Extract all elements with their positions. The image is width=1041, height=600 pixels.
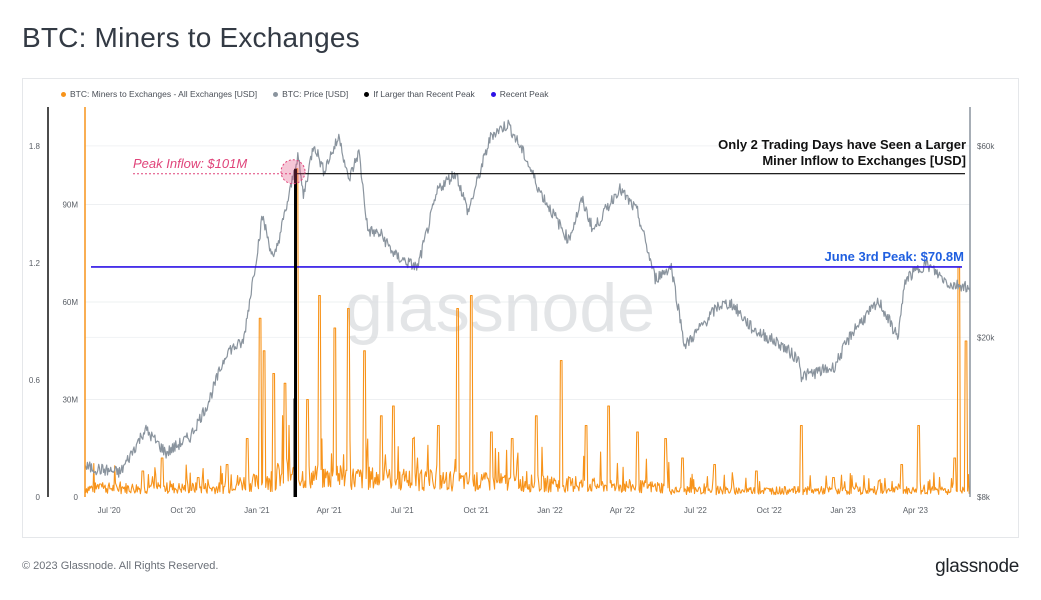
outer-axis-tick-label: 1.8 bbox=[29, 142, 41, 151]
glassnode-logo[interactable]: glassnode bbox=[935, 556, 1019, 577]
price-line bbox=[84, 119, 971, 478]
chart-plot: glassnode 0 0.6 1.2 1.8 0 30M 60M 90M $8k $20k $60… bbox=[29, 107, 995, 515]
legend-label-larger: If Larger than Recent Peak bbox=[373, 89, 475, 99]
x-axis-tick-label: Oct '20 bbox=[170, 506, 196, 515]
x-axis-tick-label: Apr '22 bbox=[610, 506, 636, 515]
x-axis-tick-label: Jan '23 bbox=[830, 506, 856, 515]
legend-item-price[interactable]: BTC: Price [USD] bbox=[273, 89, 348, 99]
copyright-text: © 2023 Glassnode. All Rights Reserved. bbox=[22, 560, 219, 572]
x-axis-tick-label: Jul '21 bbox=[391, 506, 414, 515]
legend-item-larger[interactable]: If Larger than Recent Peak bbox=[364, 89, 475, 99]
legend-dot-recent-peak bbox=[490, 91, 496, 97]
peak-inflow-annotation: Peak Inflow: $101M bbox=[133, 156, 247, 171]
x-axis-tick-label: Jan '21 bbox=[244, 506, 270, 515]
annotations: Peak Inflow: $101M June 3rd Peak: $70.8M… bbox=[133, 137, 966, 264]
peak-markers bbox=[91, 159, 965, 497]
trading-days-annotation-line1: Only 2 Trading Days have Seen a Larger bbox=[718, 137, 966, 152]
legend-dot-price bbox=[273, 91, 279, 97]
chart-frame: BTC: Miners to Exchanges - All Exchanges… bbox=[22, 78, 1019, 538]
x-axis-tick-label: Oct '22 bbox=[757, 506, 783, 515]
watermark: glassnode bbox=[345, 270, 655, 346]
chart-legend: BTC: Miners to Exchanges - All Exchanges… bbox=[61, 89, 548, 99]
legend-dot-larger bbox=[364, 91, 370, 97]
x-axis-tick-label: Apr '23 bbox=[903, 506, 929, 515]
axes: 0 0.6 1.2 1.8 0 30M 60M 90M $8k $20k $60k Jul '20 Oc… bbox=[29, 107, 995, 515]
x-axis-tick-label: Oct '21 bbox=[464, 506, 490, 515]
larger-than-peak-bar bbox=[294, 168, 298, 497]
x-axis-tick-label: Jul '20 bbox=[98, 506, 121, 515]
legend-label-recent-peak: Recent Peak bbox=[499, 89, 549, 99]
x-axis-tick-label: Apr '21 bbox=[317, 506, 343, 515]
outer-axis-tick-label: 0 bbox=[36, 493, 41, 502]
inflow-line bbox=[84, 168, 971, 496]
inflow-series bbox=[84, 168, 971, 496]
june-peak-annotation: June 3rd Peak: $70.8M bbox=[825, 249, 964, 264]
trading-days-annotation-line2: Miner Inflow to Exchanges [USD] bbox=[762, 153, 966, 168]
price-axis-tick-label: $8k bbox=[977, 493, 991, 502]
usd-axis-tick-label: 90M bbox=[62, 201, 78, 210]
outer-axis-tick-label: 0.6 bbox=[29, 376, 41, 385]
x-axis-tick-label: Jan '22 bbox=[537, 506, 563, 515]
legend-item-recent-peak[interactable]: Recent Peak bbox=[490, 89, 549, 99]
legend-label-price: BTC: Price [USD] bbox=[282, 89, 349, 99]
usd-axis-tick-label: 60M bbox=[62, 298, 78, 307]
peak-inflow-marker bbox=[280, 159, 306, 185]
price-axis-tick-label: $60k bbox=[977, 142, 995, 151]
legend-dot-inflow bbox=[61, 91, 66, 97]
page-title: BTC: Miners to Exchanges bbox=[22, 22, 360, 53]
x-axis-tick-label: Jul '22 bbox=[684, 506, 707, 515]
legend-label-inflow: BTC: Miners to Exchanges - All Exchanges… bbox=[70, 89, 258, 99]
grid-lines bbox=[85, 145, 970, 400]
price-axis-tick-label: $20k bbox=[977, 333, 995, 342]
outer-axis-tick-label: 1.2 bbox=[29, 259, 41, 268]
usd-axis-tick-label: 0 bbox=[74, 493, 79, 502]
usd-axis-tick-label: 30M bbox=[62, 396, 78, 405]
price-series bbox=[84, 119, 971, 478]
legend-item-inflow[interactable]: BTC: Miners to Exchanges - All Exchanges… bbox=[61, 89, 257, 99]
